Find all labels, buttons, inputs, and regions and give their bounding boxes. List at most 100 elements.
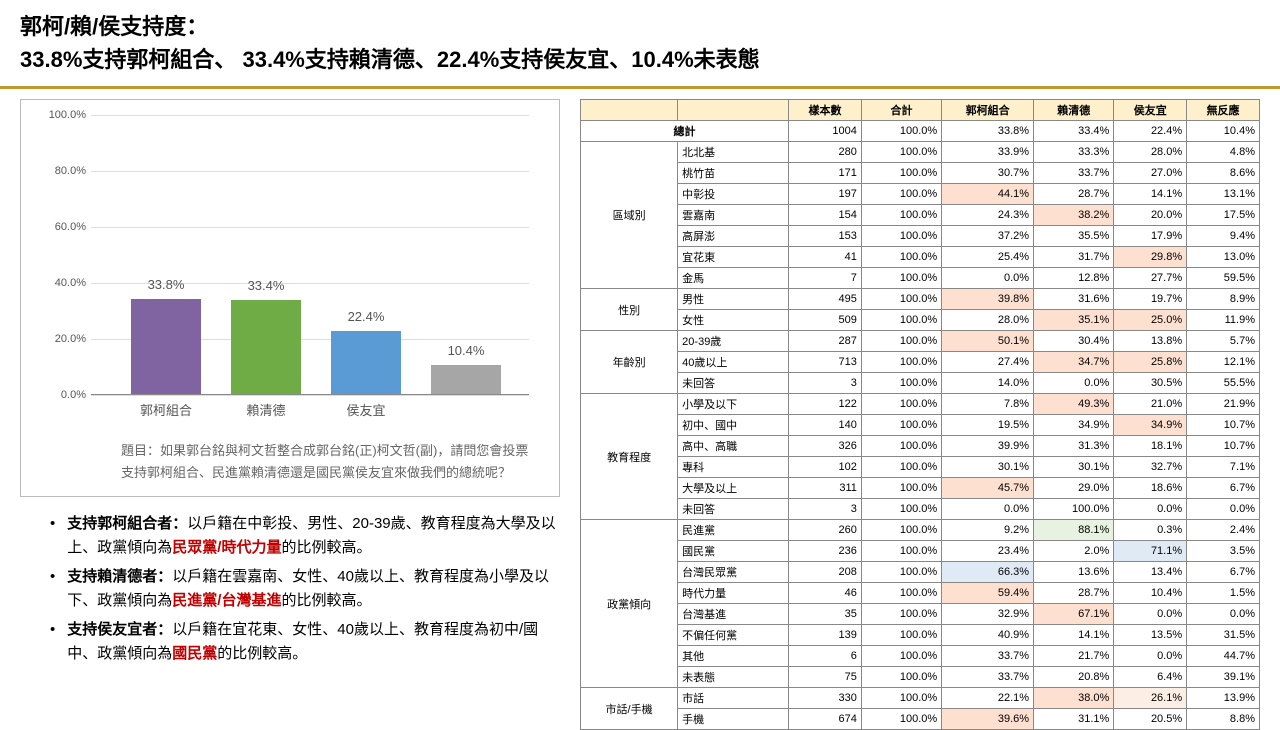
row-label: 手機 bbox=[678, 709, 789, 730]
table-cell: 0.0% bbox=[1114, 604, 1187, 625]
table-cell: 6 bbox=[789, 646, 862, 667]
row-label: 未回答 bbox=[678, 499, 789, 520]
table-cell: 20.0% bbox=[1114, 205, 1187, 226]
table-cell: 88.1% bbox=[1034, 520, 1114, 541]
table-cell: 311 bbox=[789, 478, 862, 499]
table-cell: 122 bbox=[789, 394, 862, 415]
table-cell: 27.7% bbox=[1114, 268, 1187, 289]
table-cell: 26.1% bbox=[1114, 688, 1187, 709]
row-label: 高中、高職 bbox=[678, 436, 789, 457]
row-label: 未表態 bbox=[678, 667, 789, 688]
question-text: 題目：如果郭台銘與柯文哲整合成郭台銘(正)柯文哲(副)，請問您會投票支持郭柯組合… bbox=[41, 440, 539, 484]
table-cell: 31.3% bbox=[1034, 436, 1114, 457]
table-cell: 22.1% bbox=[942, 688, 1034, 709]
row-label: 40歲以上 bbox=[678, 352, 789, 373]
table-cell: 6.7% bbox=[1187, 562, 1260, 583]
row-label: 民進黨 bbox=[678, 520, 789, 541]
table-cell: 4.8% bbox=[1187, 142, 1260, 163]
page-title: 郭柯/賴/侯支持度： 33.8%支持郭柯組合、 33.4%支持賴清德、22.4%… bbox=[20, 10, 1260, 76]
table-cell: 100.0% bbox=[861, 625, 941, 646]
table-cell: 0.0% bbox=[1034, 373, 1114, 394]
x-axis-label: 侯友宜 bbox=[331, 400, 401, 419]
table-cell: 100.0% bbox=[861, 163, 941, 184]
table-cell: 14.0% bbox=[942, 373, 1034, 394]
table-cell: 21.7% bbox=[1034, 646, 1114, 667]
table-cell: 31.1% bbox=[1034, 709, 1114, 730]
table-cell: 6.7% bbox=[1187, 478, 1260, 499]
table-cell: 18.1% bbox=[1114, 436, 1187, 457]
table-cell: 100.0% bbox=[861, 373, 941, 394]
table-cell: 59.5% bbox=[1187, 268, 1260, 289]
group-header: 區域別 bbox=[581, 142, 678, 289]
table-cell: 44.1% bbox=[942, 184, 1034, 205]
table-cell: 197 bbox=[789, 184, 862, 205]
table-cell: 3 bbox=[789, 499, 862, 520]
y-tick-label: 40.0% bbox=[55, 277, 86, 289]
table-cell: 32.9% bbox=[942, 604, 1034, 625]
table-cell: 0.0% bbox=[942, 499, 1034, 520]
table-cell: 154 bbox=[789, 205, 862, 226]
table-cell: 33.7% bbox=[1034, 163, 1114, 184]
table-cell: 25.0% bbox=[1114, 310, 1187, 331]
group-header: 年齡別 bbox=[581, 331, 678, 394]
table-cell: 30.1% bbox=[942, 457, 1034, 478]
table-cell: 100.0% bbox=[1034, 499, 1114, 520]
table-cell: 34.7% bbox=[1034, 352, 1114, 373]
table-cell: 7.8% bbox=[942, 394, 1034, 415]
table-cell: 59.4% bbox=[942, 583, 1034, 604]
table-cell: 34.9% bbox=[1114, 415, 1187, 436]
table-cell: 20.5% bbox=[1114, 709, 1187, 730]
row-label: 小學及以下 bbox=[678, 394, 789, 415]
table-cell: 31.6% bbox=[1034, 289, 1114, 310]
table-cell: 25.8% bbox=[1114, 352, 1187, 373]
table-cell: 33.4% bbox=[1034, 121, 1114, 142]
table-cell: 9.2% bbox=[942, 520, 1034, 541]
table-cell: 31.5% bbox=[1187, 625, 1260, 646]
table-cell: 22.4% bbox=[1114, 121, 1187, 142]
table-cell: 38.2% bbox=[1034, 205, 1114, 226]
table-header: 郭柯組合 bbox=[942, 100, 1034, 121]
table-header: 賴清德 bbox=[1034, 100, 1114, 121]
table-cell: 102 bbox=[789, 457, 862, 478]
table-cell: 28.7% bbox=[1034, 583, 1114, 604]
table-cell: 6.4% bbox=[1114, 667, 1187, 688]
y-tick-label: 80.0% bbox=[55, 165, 86, 177]
table-cell: 7 bbox=[789, 268, 862, 289]
table-cell: 29.8% bbox=[1114, 247, 1187, 268]
row-label: 市話 bbox=[678, 688, 789, 709]
row-label: 台灣民眾黨 bbox=[678, 562, 789, 583]
bullet-item: 支持郭柯組合者：以戶籍在中彰投、男性、20-39歲、教育程度為大學及以上、政黨傾… bbox=[67, 512, 560, 560]
table-cell: 55.5% bbox=[1187, 373, 1260, 394]
table-cell: 37.2% bbox=[942, 226, 1034, 247]
row-label: 男性 bbox=[678, 289, 789, 310]
chart-bar: 33.8% bbox=[131, 299, 201, 394]
table-cell: 11.9% bbox=[1187, 310, 1260, 331]
table-cell: 100.0% bbox=[861, 352, 941, 373]
table-cell: 3.5% bbox=[1187, 541, 1260, 562]
table-cell: 20.8% bbox=[1034, 667, 1114, 688]
table-cell: 39.1% bbox=[1187, 667, 1260, 688]
table-cell: 19.7% bbox=[1114, 289, 1187, 310]
row-label: 宜花東 bbox=[678, 247, 789, 268]
table-cell: 495 bbox=[789, 289, 862, 310]
table-cell: 100.0% bbox=[861, 415, 941, 436]
table-cell: 100.0% bbox=[861, 457, 941, 478]
table-cell: 153 bbox=[789, 226, 862, 247]
x-axis-label: 郭柯組合 bbox=[131, 400, 201, 419]
table-cell: 139 bbox=[789, 625, 862, 646]
table-cell: 30.5% bbox=[1114, 373, 1187, 394]
row-label: 初中、國中 bbox=[678, 415, 789, 436]
row-label: 中彰投 bbox=[678, 184, 789, 205]
table-cell: 75 bbox=[789, 667, 862, 688]
table-cell: 29.0% bbox=[1034, 478, 1114, 499]
table-cell: 17.9% bbox=[1114, 226, 1187, 247]
table-header bbox=[581, 100, 678, 121]
table-cell: 208 bbox=[789, 562, 862, 583]
table-cell: 2.0% bbox=[1034, 541, 1114, 562]
table-cell: 100.0% bbox=[861, 247, 941, 268]
table-cell: 12.1% bbox=[1187, 352, 1260, 373]
chart-bar: 10.4% bbox=[431, 365, 501, 394]
row-label: 專科 bbox=[678, 457, 789, 478]
table-cell: 41 bbox=[789, 247, 862, 268]
table-cell: 10.4% bbox=[1187, 121, 1260, 142]
